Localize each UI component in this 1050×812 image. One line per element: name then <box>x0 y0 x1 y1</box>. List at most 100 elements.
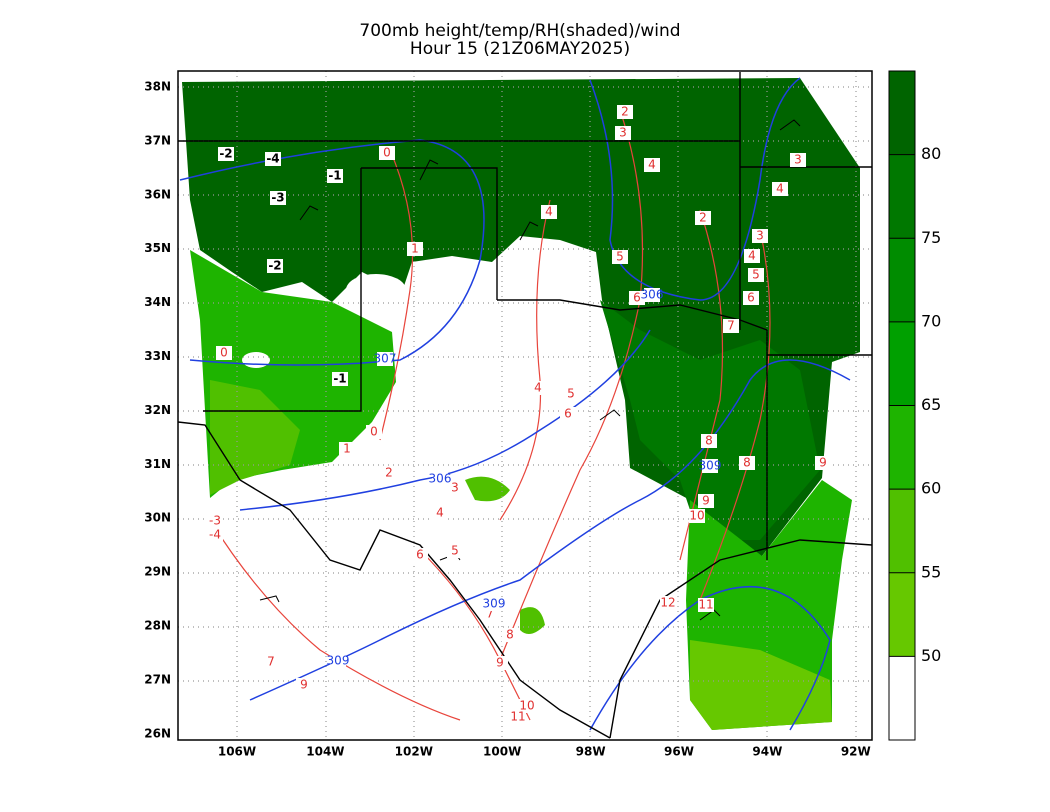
subtitle: Hour 15 (21Z06MAY2025) <box>410 39 630 59</box>
temperature-label: 1 <box>411 242 419 256</box>
temperature-label-bg <box>296 678 312 692</box>
plot-frame <box>177 70 873 741</box>
boxed-temperature-label-bg <box>267 259 283 273</box>
boxed-temperature-label-bg <box>327 169 343 183</box>
rh-shading <box>346 274 406 306</box>
latitude-label: 35N <box>144 241 171 255</box>
temperature-label: 9 <box>702 494 710 508</box>
temperature-label: 5 <box>451 544 459 558</box>
temperature-label-bg <box>412 548 428 562</box>
rh-shading <box>600 300 820 540</box>
temperature-label: 4 <box>776 182 784 196</box>
temperature-label: 7 <box>486 607 494 621</box>
latitude-label: 30N <box>144 511 171 525</box>
boxed-temperature-label-bg <box>270 191 286 205</box>
temperature-label-bg <box>502 628 518 642</box>
latitude-label: 37N <box>144 133 171 147</box>
temperature-label: 6 <box>564 407 572 421</box>
temperature-label-bg <box>207 528 223 542</box>
temperature-label: 7 <box>267 655 275 669</box>
temperature-label-bg <box>612 250 628 264</box>
height-label-bg <box>486 597 502 611</box>
rh-shading <box>690 640 832 730</box>
height-label-bg <box>644 288 660 302</box>
longitude-label: 104W <box>306 745 344 759</box>
temperature-label-bg <box>629 291 645 305</box>
temperature-label: -3 <box>209 514 221 528</box>
boxed-temperature-label: -1 <box>333 372 346 386</box>
temperature-label-bg <box>366 425 382 439</box>
temperature-label: 10 <box>689 509 704 523</box>
height-label-bg <box>330 654 346 668</box>
longitude-label: 96W <box>664 745 694 759</box>
temperature-label-bg <box>447 544 463 558</box>
boxed-temperature-label-bg <box>218 147 234 161</box>
temperature-label: 4 <box>748 249 756 263</box>
rh-shading <box>242 352 270 368</box>
temperature-label-bg <box>407 242 423 256</box>
colorbar-band <box>889 71 915 155</box>
height-label-bg <box>432 472 448 486</box>
height-label: 306 <box>641 288 664 302</box>
boxed-temperature-label: -2 <box>268 259 281 273</box>
temperature-label: 3 <box>451 481 459 495</box>
temperature-label-bg <box>695 211 711 225</box>
temperature-label: 8 <box>743 456 751 470</box>
height-contours <box>179 77 851 731</box>
height-label: 309 <box>699 459 722 473</box>
colorbar-label: 65 <box>921 395 941 414</box>
temperature-label: 0 <box>383 146 391 160</box>
temperature-label-bg <box>216 346 232 360</box>
temperature-label-bg <box>790 153 806 167</box>
latitude-label: 31N <box>144 457 171 471</box>
temperature-label-bg <box>660 596 676 610</box>
colorbar-band <box>889 238 915 322</box>
temperature-label: 6 <box>747 291 755 305</box>
temperature-label-bg <box>752 229 768 243</box>
colorbar-band <box>889 154 915 239</box>
temperature-label-bg <box>739 456 755 470</box>
temperature-label: 0 <box>370 425 378 439</box>
boxed-temperature-label-bg <box>332 372 348 386</box>
temperature-label: 1 <box>343 442 351 456</box>
temperature-label: -4 <box>209 528 221 542</box>
temperature-label-bg <box>263 655 279 669</box>
temperature-label-bg <box>615 126 631 140</box>
latitude-label: 33N <box>144 349 171 363</box>
temperature-label: 9 <box>819 456 827 470</box>
longitude-label: 92W <box>841 745 871 759</box>
temperature-label: 5 <box>752 268 760 282</box>
temperature-label-bg <box>563 387 579 401</box>
temperature-label-bg <box>698 494 714 508</box>
rh-shading <box>465 476 545 634</box>
latitude-label: 27N <box>144 672 171 686</box>
boxed-temperature-label: -3 <box>271 191 284 205</box>
temperature-label-bg <box>723 319 739 333</box>
temperature-label: 3 <box>756 229 764 243</box>
temperature-label-bg <box>381 466 397 480</box>
height-label: 307 <box>374 352 397 366</box>
temperature-label-bg <box>379 146 395 160</box>
temperature-label-bg <box>698 598 714 612</box>
temperature-label-bg <box>689 509 705 523</box>
temperature-label-bg <box>530 381 546 395</box>
latitude-label: 29N <box>144 565 171 579</box>
temperature-label-bg <box>519 699 535 713</box>
colorbar-label: 60 <box>921 479 941 498</box>
height-label-bg <box>702 459 718 473</box>
temperature-label-bg <box>644 158 660 172</box>
temperature-label-bg <box>815 456 831 470</box>
temperature-label: 4 <box>436 506 444 520</box>
temperature-label-bg <box>560 407 576 421</box>
temperature-label: 12 <box>660 596 675 610</box>
temperature-label: 8 <box>705 434 713 448</box>
colorbar-band <box>889 405 915 490</box>
temperature-label-bg <box>541 205 557 219</box>
temperature-label: 5 <box>567 387 575 401</box>
boxed-temperature-label-bg <box>265 152 281 166</box>
longitude-label: 100W <box>483 745 521 759</box>
height-label-bg <box>377 352 393 366</box>
temperature-label: 9 <box>496 656 504 670</box>
temperature-label: 5 <box>616 250 624 264</box>
